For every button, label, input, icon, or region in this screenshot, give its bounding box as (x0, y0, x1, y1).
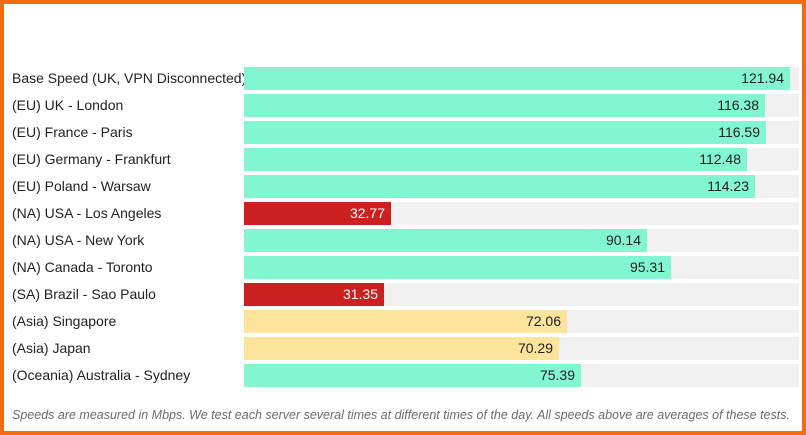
category-label: (EU) France - Paris (12, 124, 133, 140)
category-label: (Asia) Japan (12, 340, 91, 356)
bar-track: 116.59 (244, 121, 799, 144)
category-label: (NA) USA - Los Angeles (12, 205, 162, 221)
value-label: 90.14 (605, 232, 641, 248)
bar (244, 94, 765, 117)
bar (244, 175, 755, 198)
category-label: (EU) Poland - Warsaw (12, 178, 151, 194)
bar (244, 337, 559, 360)
bar-track: 32.77 (244, 202, 799, 225)
bar-track: 114.23 (244, 175, 799, 198)
bar-track: 75.39 (244, 364, 799, 387)
bar-track: 31.35 (244, 283, 799, 306)
value-label: 112.48 (699, 151, 741, 167)
chart-row: (NA) USA - New York 90.14 (4, 229, 802, 256)
value-label: 121.94 (741, 70, 784, 86)
category-label: (EU) UK - London (12, 97, 124, 113)
chart-row: (EU) Poland - Warsaw 114.23 (4, 175, 802, 202)
category-label: (NA) USA - New York (12, 232, 145, 248)
category-label: (NA) Canada - Toronto (12, 259, 153, 275)
bar-track: 72.06 (244, 310, 799, 333)
chart-row: (Asia) Japan 70.29 (4, 337, 802, 364)
value-label: 75.39 (539, 367, 575, 383)
bar (244, 256, 671, 279)
value-label: 116.38 (717, 97, 759, 113)
value-label: 114.23 (707, 178, 749, 194)
bar (244, 121, 766, 144)
bar (244, 283, 384, 306)
chart-row: (SA) Brazil - Sao Paulo 31.35 (4, 283, 802, 310)
bar (244, 364, 581, 387)
bar-track: 90.14 (244, 229, 799, 252)
value-label: 95.31 (629, 259, 665, 275)
bar-track: 112.48 (244, 148, 799, 171)
bar-track: 116.38 (244, 94, 799, 117)
bar (244, 229, 647, 252)
chart-row: (NA) Canada - Toronto 95.31 (4, 256, 802, 283)
chart-row: (Asia) Singapore 72.06 (4, 310, 802, 337)
bar-track: 70.29 (244, 337, 799, 360)
footnote: Speeds are measured in Mbps. We test eac… (12, 408, 790, 422)
category-label: (SA) Brazil - Sao Paulo (12, 286, 156, 302)
bar (244, 310, 567, 333)
value-label: 116.59 (718, 124, 760, 140)
value-label: 32.77 (349, 205, 385, 221)
value-label: 72.06 (525, 313, 561, 329)
bar-track: 95.31 (244, 256, 799, 279)
chart-row: (NA) USA - Los Angeles 32.77 (4, 202, 802, 229)
chart-row: Base Speed (UK, VPN Disconnected) 121.94 (4, 67, 802, 94)
chart-row: (EU) France - Paris 116.59 (4, 121, 802, 148)
category-label: Base Speed (UK, VPN Disconnected) (12, 70, 247, 86)
bar-track: 121.94 (244, 67, 799, 90)
chart-row: (EU) Germany - Frankfurt 112.48 (4, 148, 802, 175)
category-label: (EU) Germany - Frankfurt (12, 151, 171, 167)
bar (244, 202, 391, 225)
chart-row: (EU) UK - London 116.38 (4, 94, 802, 121)
bar (244, 148, 747, 171)
bar (244, 67, 790, 90)
value-label: 31.35 (342, 286, 378, 302)
category-label: (Oceania) Australia - Sydney (12, 367, 191, 383)
category-label: (Asia) Singapore (12, 313, 117, 329)
chart-row: (Oceania) Australia - Sydney 75.39 (4, 364, 802, 391)
value-label: 70.29 (517, 340, 553, 356)
